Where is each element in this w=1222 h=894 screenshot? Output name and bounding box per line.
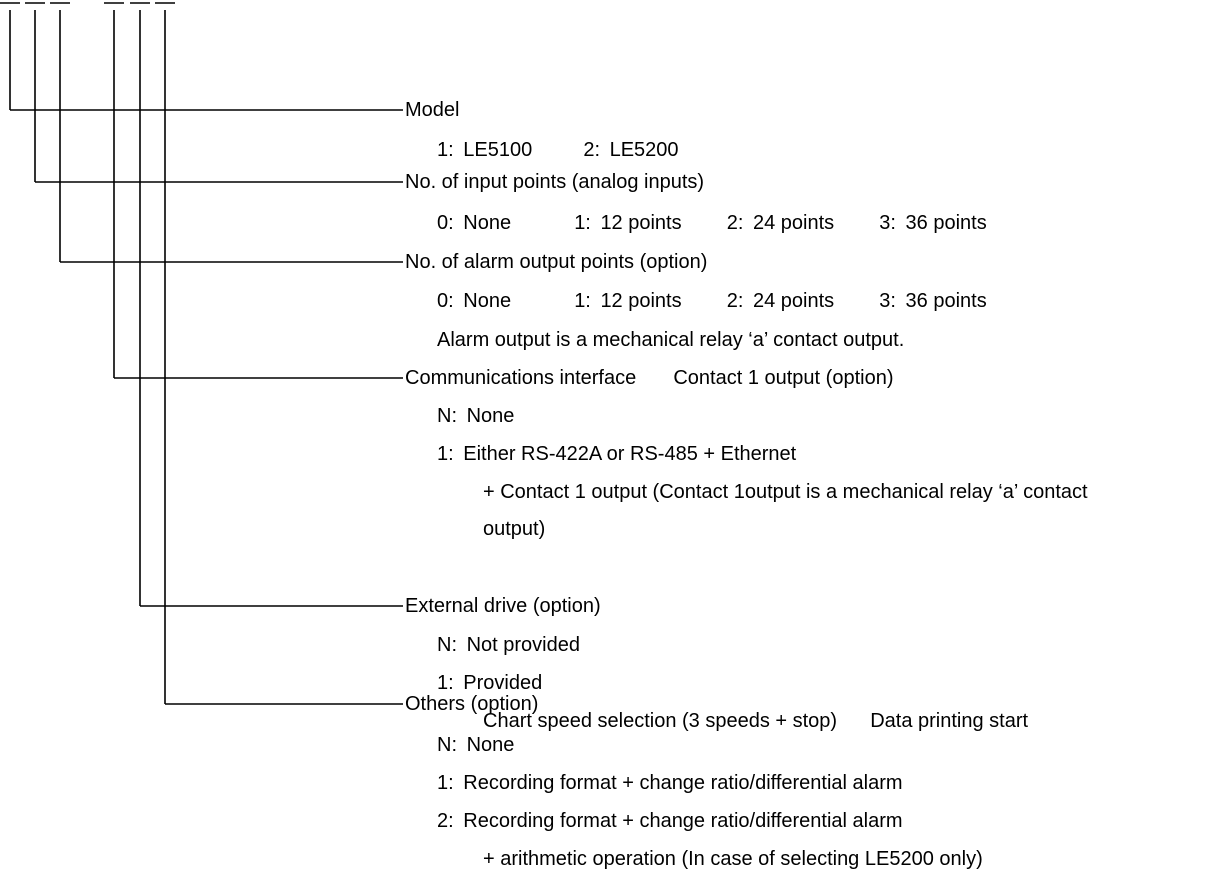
option-text: 36 points bbox=[905, 212, 987, 234]
option-code: N: bbox=[437, 734, 457, 756]
option-text: Not provided bbox=[466, 634, 580, 656]
others-heading: Others (option) bbox=[405, 693, 539, 715]
option-text: Either RS-422A or RS-485 + Ethernet bbox=[463, 443, 797, 465]
external-drive-option-n: N: Not provided bbox=[437, 633, 580, 657]
option-text: LE5200 bbox=[609, 139, 679, 161]
option-text: Recording format + change ratio/differen… bbox=[463, 810, 903, 832]
input-points-heading: No. of input points (analog inputs) bbox=[405, 171, 705, 193]
option-text: 24 points bbox=[752, 290, 835, 312]
option-text: None bbox=[466, 405, 515, 427]
communications-option-1: 1: Either RS-422A or RS-485 + Ethernet bbox=[437, 442, 796, 466]
option-code: 0: bbox=[437, 290, 454, 312]
communications-continuation-1: + Contact 1 output (Contact 1output is a… bbox=[483, 481, 1088, 503]
option-code: 2: bbox=[437, 810, 454, 832]
option-text: None bbox=[463, 212, 512, 234]
model-options: 1: LE5100 2: LE5200 bbox=[437, 138, 679, 162]
option-text: 12 points bbox=[600, 290, 682, 312]
external-drive-option-1: 1: Provided bbox=[437, 671, 542, 695]
option-code: 1: bbox=[437, 443, 454, 465]
option-text: Recording format + change ratio/differen… bbox=[463, 772, 903, 794]
communications-heading: Communications interface Contact 1 outpu… bbox=[405, 366, 893, 390]
communications-heading-b: Contact 1 output (option) bbox=[673, 367, 894, 389]
option-text: None bbox=[463, 290, 512, 312]
option-code: 3: bbox=[879, 212, 896, 234]
alarm-points-heading: No. of alarm output points (option) bbox=[405, 251, 708, 273]
communications-option-n: N: None bbox=[437, 404, 514, 428]
model-heading: Model bbox=[405, 99, 460, 121]
external-drive-heading: External drive (option) bbox=[405, 595, 601, 617]
option-code: N: bbox=[437, 634, 457, 656]
option-text: Provided bbox=[463, 672, 543, 694]
option-code: 1: bbox=[437, 672, 454, 694]
option-code: N: bbox=[437, 405, 457, 427]
alarm-points-options: 0: None 1: 12 points 2: 24 points 3: 36 … bbox=[437, 289, 987, 313]
communications-continuation-2: output) bbox=[483, 518, 546, 540]
others-option-n: N: None bbox=[437, 733, 514, 757]
external-drive-note-a: Chart speed selection (3 speeds + stop) bbox=[483, 710, 838, 732]
option-text: 36 points bbox=[905, 290, 987, 312]
option-code: 3: bbox=[879, 290, 896, 312]
external-drive-note: Chart speed selection (3 speeds + stop) … bbox=[483, 709, 1028, 733]
option-code: 2: bbox=[583, 139, 601, 161]
option-code: 2: bbox=[726, 290, 744, 312]
option-text: LE5100 bbox=[463, 139, 533, 161]
option-text: 12 points bbox=[600, 212, 682, 234]
external-drive-note-b: Data printing start bbox=[870, 710, 1029, 732]
others-option-1: 1: Recording format + change ratio/diffe… bbox=[437, 771, 903, 795]
input-points-options: 0: None 1: 12 points 2: 24 points 3: 36 … bbox=[437, 211, 987, 235]
communications-heading-a: Communications interface bbox=[405, 367, 637, 389]
option-code: 1: bbox=[574, 212, 591, 234]
option-code: 1: bbox=[437, 139, 454, 161]
option-text: None bbox=[466, 734, 515, 756]
option-code: 1: bbox=[574, 290, 591, 312]
option-code: 2: bbox=[726, 212, 744, 234]
option-code: 1: bbox=[437, 772, 454, 794]
alarm-output-note: Alarm output is a mechanical relay ‘a’ c… bbox=[437, 329, 905, 351]
others-option-2: 2: Recording format + change ratio/diffe… bbox=[437, 809, 903, 833]
option-text: 24 points bbox=[752, 212, 835, 234]
option-code: 0: bbox=[437, 212, 454, 234]
others-continuation: + arithmetic operation (In case of selec… bbox=[483, 848, 983, 870]
